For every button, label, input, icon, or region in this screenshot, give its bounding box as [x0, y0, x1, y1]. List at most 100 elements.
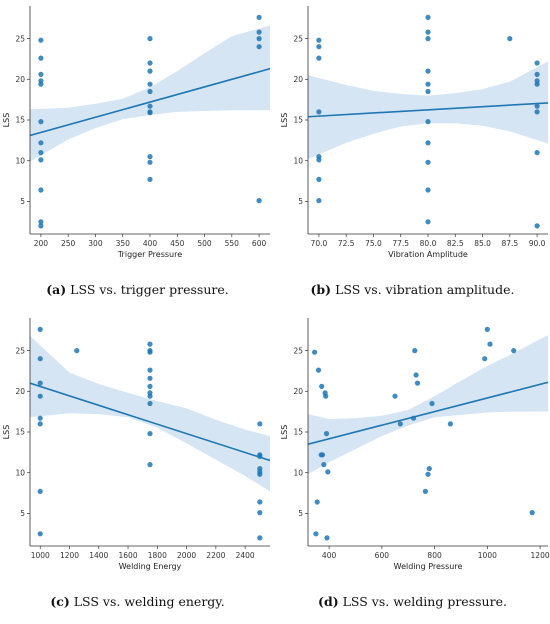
regression-line	[30, 67, 270, 137]
regression-line	[308, 381, 548, 445]
data-point	[534, 223, 540, 229]
data-point	[37, 421, 43, 427]
data-point	[37, 393, 43, 399]
data-point	[425, 81, 431, 87]
data-point	[147, 159, 153, 165]
y-tick-label: 20	[15, 387, 25, 396]
data-point	[414, 380, 421, 386]
x-tick-label: 1600	[119, 551, 138, 560]
chart-panel-trigger-pressure: 200 250 300 350 400 450 500 550 600 5 10 15 20 25 Trig…	[0, 0, 275, 312]
x-tick-label: 300	[88, 239, 103, 248]
data-point	[324, 535, 330, 541]
data-point	[147, 176, 153, 182]
y-tick-label: 5	[20, 197, 25, 206]
data-point	[487, 341, 493, 347]
y-tick-label: 5	[298, 509, 303, 518]
data-point	[147, 60, 153, 66]
x-axis-label: Vibration Amplitude	[388, 250, 468, 259]
data-point	[323, 393, 329, 399]
caption-text: LSS vs. trigger pressure.	[70, 282, 229, 297]
scatter-plot-vibration-amplitude: 70.0 72.5 75.0 77.5 80.0 82.5 85.0 87.5 90.0 5 10 1…	[280, 6, 548, 259]
caption-c: (c) LSS vs. welding energy.	[0, 594, 275, 609]
x-tick-label: 72.5	[338, 239, 355, 248]
x-tick-label: 70.0	[311, 239, 328, 248]
data-point	[256, 14, 262, 20]
data-point	[426, 466, 432, 472]
x-tick-label: 1200	[60, 551, 79, 560]
data-point	[534, 150, 540, 156]
data-point	[511, 348, 517, 354]
y-tick-label: 10	[293, 468, 303, 477]
data-point	[147, 375, 153, 381]
x-axis-label: Welding Pressure	[394, 562, 463, 571]
x-tick-label: 2400	[236, 551, 255, 560]
data-point	[507, 36, 513, 42]
y-tick-label: 20	[15, 75, 25, 84]
data-point	[147, 349, 153, 355]
x-tick-label: 400	[322, 551, 337, 560]
y-tick-label: 15	[15, 116, 25, 125]
data-point	[257, 471, 263, 477]
caption-b: (b) LSS vs. vibration amplitude.	[275, 282, 550, 297]
x-tick-label: 800	[427, 551, 442, 560]
y-tick-label: 10	[15, 468, 25, 477]
x-tick-label: 87.5	[501, 239, 518, 248]
data-point	[74, 348, 80, 354]
y-tick-label: 20	[293, 75, 303, 84]
data-point	[425, 471, 431, 477]
caption-tag: (d)	[318, 594, 339, 609]
data-point	[38, 37, 44, 43]
data-point	[425, 88, 431, 95]
data-point	[257, 421, 263, 427]
data-point	[529, 510, 535, 516]
x-tick-label: 75.0	[365, 239, 382, 248]
data-point	[147, 431, 153, 437]
caption-text: LSS vs. welding energy.	[73, 594, 225, 609]
data-point	[37, 356, 43, 362]
data-point	[484, 326, 490, 332]
y-tick-label: 25	[293, 346, 303, 355]
y-axis-label: LSS	[2, 425, 11, 440]
x-tick-label: 600	[252, 239, 267, 248]
x-tick-label: 2200	[206, 551, 225, 560]
data-point	[325, 469, 331, 475]
data-point	[147, 103, 153, 109]
data-point	[38, 150, 44, 156]
data-point	[256, 44, 262, 50]
regression-line	[30, 382, 270, 462]
data-point	[147, 36, 153, 42]
x-tick-label: 82.5	[447, 239, 464, 248]
y-tick-label: 25	[293, 34, 303, 43]
data-point	[534, 103, 540, 109]
data-point	[147, 393, 153, 399]
data-point	[147, 462, 153, 468]
data-point	[38, 187, 44, 193]
x-tick-label: 550	[225, 239, 240, 248]
x-tick-label: 1000	[478, 551, 497, 560]
data-point	[256, 36, 262, 42]
caption-d: (d) LSS vs. welding pressure.	[275, 594, 550, 609]
x-tick-label: 200	[34, 239, 49, 248]
data-point	[256, 29, 262, 35]
data-point	[534, 60, 540, 66]
data-point	[425, 14, 431, 20]
data-point	[38, 223, 44, 229]
y-tick-label: 20	[293, 387, 303, 396]
y-axis-label: LSS	[280, 425, 289, 440]
data-point	[425, 219, 431, 225]
x-axis-label: Welding Energy	[119, 562, 182, 571]
x-tick-label: 450	[170, 239, 185, 248]
x-tick-label: 1400	[89, 551, 108, 560]
caption-tag: (a)	[46, 282, 67, 297]
plot-area	[308, 326, 548, 541]
caption-a: (a) LSS vs. trigger pressure.	[0, 282, 275, 297]
scatter-plot-welding-energy: 1000 1200 1400 1600 1800 2000 2200 2400 5 10 15 20 2…	[2, 318, 270, 571]
chart-panel-welding-energy: 1000 1200 1400 1600 1800 2000 2200 2400 5 10 15 20 2…	[0, 312, 275, 624]
caption-text: LSS vs. welding pressure.	[342, 594, 507, 609]
data-point	[38, 55, 44, 61]
data-point	[412, 348, 418, 354]
data-point	[256, 198, 262, 204]
y-tick-label: 10	[293, 156, 303, 165]
plot-area	[30, 326, 270, 541]
data-point	[316, 157, 322, 163]
